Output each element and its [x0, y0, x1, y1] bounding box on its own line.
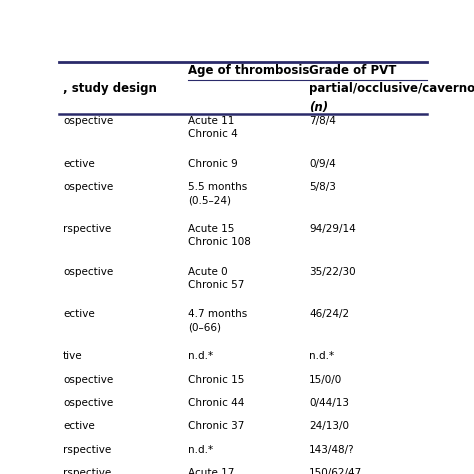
Text: ospective: ospective: [63, 374, 113, 384]
Text: Chronic 15: Chronic 15: [188, 374, 244, 384]
Text: 35/22/30: 35/22/30: [309, 266, 356, 277]
Text: 94/29/14: 94/29/14: [309, 224, 356, 234]
Text: n.d.*: n.d.*: [188, 445, 213, 455]
Text: 0/44/13: 0/44/13: [309, 398, 349, 408]
Text: Age of thrombosis: Age of thrombosis: [188, 64, 309, 77]
Text: 0/9/4: 0/9/4: [309, 159, 336, 169]
Text: , study design: , study design: [63, 82, 157, 95]
Text: 5/8/3: 5/8/3: [309, 182, 336, 192]
Text: ective: ective: [63, 309, 95, 319]
Text: 46/24/2: 46/24/2: [309, 309, 349, 319]
Text: 24/13/0: 24/13/0: [309, 421, 349, 431]
Text: Acute 11
Chronic 4: Acute 11 Chronic 4: [188, 116, 237, 139]
Text: rspective: rspective: [63, 445, 111, 455]
Text: 4.7 months
(0–66): 4.7 months (0–66): [188, 309, 247, 332]
Text: 7/8/4: 7/8/4: [309, 116, 336, 126]
Text: ospective: ospective: [63, 266, 113, 277]
Text: 143/48/?: 143/48/?: [309, 445, 355, 455]
Text: ective: ective: [63, 421, 95, 431]
Text: Acute 17
Chronic 195: Acute 17 Chronic 195: [188, 468, 251, 474]
Text: tive: tive: [63, 351, 82, 361]
Text: (n): (n): [309, 101, 328, 114]
Text: n.d.*: n.d.*: [309, 351, 334, 361]
Text: n.d.*: n.d.*: [188, 351, 213, 361]
Text: partial/occlusive/cavernoma: partial/occlusive/cavernoma: [309, 82, 474, 95]
Text: rspective: rspective: [63, 224, 111, 234]
Text: ospective: ospective: [63, 182, 113, 192]
Text: 150/62/47: 150/62/47: [309, 468, 362, 474]
Text: Chronic 37: Chronic 37: [188, 421, 244, 431]
Text: 15/0/0: 15/0/0: [309, 374, 342, 384]
Text: Grade of PVT: Grade of PVT: [309, 64, 396, 77]
Text: ospective: ospective: [63, 116, 113, 126]
Text: 5.5 months
(0.5–24): 5.5 months (0.5–24): [188, 182, 247, 205]
Text: Chronic 44: Chronic 44: [188, 398, 244, 408]
Text: ospective: ospective: [63, 398, 113, 408]
Text: Chronic 9: Chronic 9: [188, 159, 237, 169]
Text: rspective: rspective: [63, 468, 111, 474]
Text: Acute 15
Chronic 108: Acute 15 Chronic 108: [188, 224, 251, 247]
Text: Acute 0
Chronic 57: Acute 0 Chronic 57: [188, 266, 244, 290]
Text: ective: ective: [63, 159, 95, 169]
